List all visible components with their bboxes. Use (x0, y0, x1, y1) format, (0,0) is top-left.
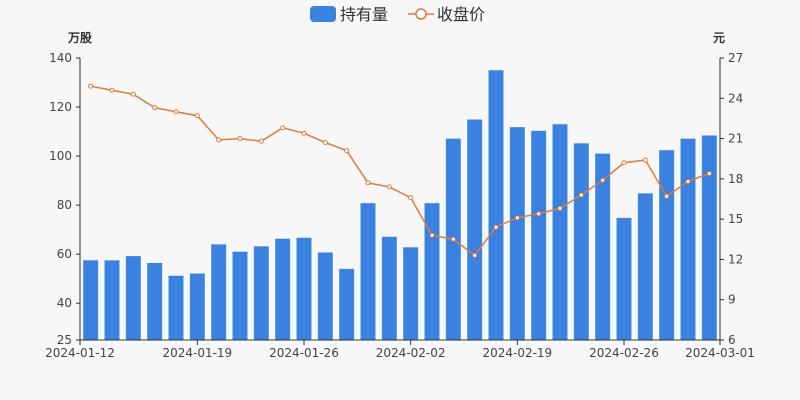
bar[interactable] (381, 236, 397, 340)
left-axis-tick-label: 100 (49, 149, 72, 163)
bar[interactable] (189, 273, 205, 340)
x-axis-tick-label: 2024-03-01 (685, 346, 755, 360)
bar[interactable] (232, 251, 248, 340)
line-point[interactable] (578, 192, 584, 198)
legend-line-marker (415, 8, 427, 20)
line-point[interactable] (450, 236, 456, 242)
line-point[interactable] (536, 211, 542, 217)
line-point[interactable] (600, 177, 606, 183)
bar[interactable] (488, 70, 504, 341)
line-point[interactable] (472, 252, 478, 258)
line-point[interactable] (216, 137, 222, 143)
bar[interactable] (125, 256, 141, 340)
line-point[interactable] (706, 170, 712, 176)
line-point[interactable] (429, 232, 435, 238)
bar[interactable] (360, 203, 376, 340)
line-point[interactable] (322, 140, 328, 146)
bar[interactable] (403, 247, 419, 340)
line-point[interactable] (280, 125, 286, 131)
bar[interactable] (147, 263, 163, 340)
bar[interactable] (680, 138, 696, 340)
line-point[interactable] (258, 138, 264, 144)
line-point[interactable] (557, 205, 563, 211)
line-point[interactable] (514, 215, 520, 221)
left-axis-tick-label: 40 (57, 296, 72, 310)
line-point[interactable] (194, 113, 200, 119)
bar[interactable] (531, 130, 547, 340)
right-axis-tick-label: 21 (728, 132, 743, 146)
bar[interactable] (253, 246, 269, 340)
x-axis-tick-label: 2024-02-02 (376, 346, 446, 360)
right-axis-tick-label: 24 (728, 91, 743, 105)
left-axis-tick-label: 140 (49, 51, 72, 65)
left-axis-tick-label: 25 (57, 333, 72, 347)
line-point[interactable] (365, 180, 371, 186)
line-point[interactable] (408, 195, 414, 201)
line-point[interactable] (88, 83, 94, 89)
bar[interactable] (424, 203, 440, 340)
bar[interactable] (104, 260, 120, 340)
right-axis-tick-label: 27 (728, 51, 743, 65)
line-point[interactable] (109, 87, 115, 93)
line-point[interactable] (152, 105, 158, 111)
line-point[interactable] (237, 136, 243, 142)
right-axis-tick-label: 15 (728, 212, 743, 226)
line-point[interactable] (173, 109, 179, 115)
left-axis-tick-label: 80 (57, 198, 72, 212)
right-axis-tick-label: 9 (728, 293, 736, 307)
axes: 25 40 60 80 100 120 140 6 9 12 15 18 21 24 27 2024-01-1… (45, 51, 755, 360)
bar[interactable] (509, 127, 525, 340)
legend-bar-label[interactable]: 持有量 (340, 5, 388, 24)
left-axis-unit: 万股 (67, 30, 93, 45)
line-point[interactable] (344, 148, 350, 154)
bar[interactable] (211, 244, 227, 340)
left-axis-tick-label: 120 (49, 100, 72, 114)
right-axis-tick-label: 12 (728, 252, 743, 266)
bar[interactable] (637, 193, 653, 340)
bar[interactable] (168, 275, 184, 340)
bar[interactable] (339, 268, 355, 340)
line-point[interactable] (386, 184, 392, 190)
bar[interactable] (296, 237, 312, 340)
bar[interactable] (275, 238, 291, 340)
bar[interactable] (573, 143, 589, 340)
bar[interactable] (83, 260, 99, 340)
x-axis-tick-label: 2024-01-26 (269, 346, 339, 360)
line-point[interactable] (642, 157, 648, 163)
x-axis-tick-label: 2024-01-12 (45, 346, 115, 360)
right-axis-tick-label: 18 (728, 172, 743, 186)
line-point[interactable] (621, 160, 627, 166)
line-point[interactable] (664, 193, 670, 199)
x-axis-tick-label: 2024-02-26 (589, 346, 659, 360)
price-line (90, 85, 710, 257)
left-axis-tick-label: 60 (57, 247, 72, 261)
bar[interactable] (595, 153, 611, 340)
line-point[interactable] (685, 179, 691, 185)
bar[interactable] (701, 135, 717, 340)
line-point[interactable] (130, 91, 136, 97)
line-point[interactable] (301, 130, 307, 136)
line-series (88, 83, 712, 258)
legend: 持有量 收盘价 (310, 5, 485, 24)
legend-bar-swatch[interactable] (310, 6, 336, 22)
x-axis-tick-label: 2024-01-19 (162, 346, 232, 360)
x-axis-tick-label: 2024-02-19 (482, 346, 552, 360)
line-point[interactable] (493, 224, 499, 230)
bar[interactable] (317, 252, 333, 340)
right-axis-unit: 元 (713, 31, 725, 45)
bar[interactable] (552, 124, 568, 340)
bar[interactable] (616, 217, 632, 340)
right-axis-tick-label: 6 (728, 333, 736, 347)
bar-series (83, 70, 717, 341)
bar[interactable] (659, 150, 675, 340)
legend-line-label[interactable]: 收盘价 (437, 5, 485, 24)
bar[interactable] (467, 119, 483, 341)
